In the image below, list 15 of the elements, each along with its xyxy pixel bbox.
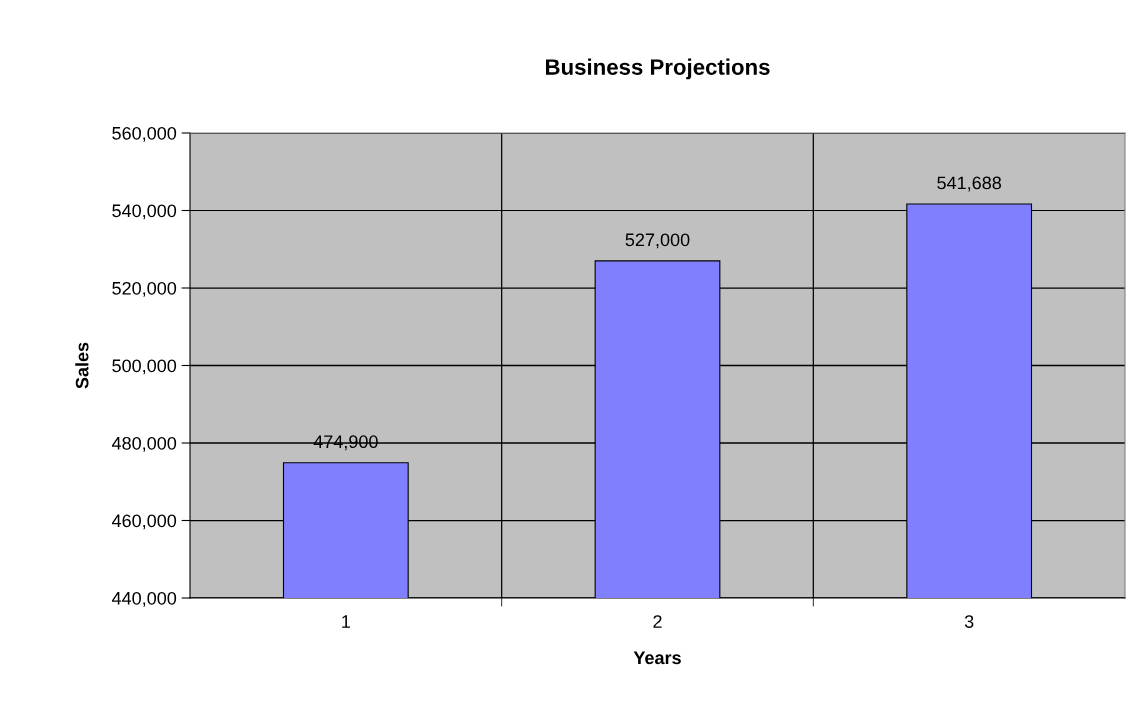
y-tick-label: 480,000	[111, 436, 177, 452]
y-tick-label: 440,000	[111, 591, 177, 607]
x-tick-label: 3	[964, 615, 974, 628]
y-tick-label: 500,000	[112, 359, 177, 375]
y-axis-title: Sales	[75, 342, 89, 389]
x-axis-title: Years	[633, 651, 681, 665]
data-label: 527,000	[625, 233, 690, 249]
x-tick-label: 2	[653, 615, 662, 628]
y-tick-label: 460,000	[111, 514, 177, 530]
x-tick-label: 1	[342, 615, 350, 628]
y-tick-label: 560,000	[112, 126, 177, 142]
y-tick-label: 520,000	[112, 281, 177, 297]
data-label: 541,688	[937, 176, 1002, 192]
chart-title: Business Projections	[545, 58, 770, 80]
y-tick-label: 540,000	[112, 204, 177, 220]
